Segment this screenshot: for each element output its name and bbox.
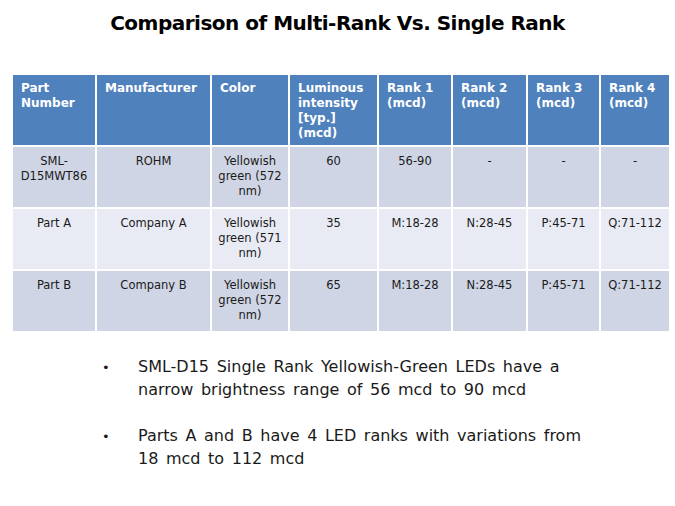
cell-rank-1: M:18-28 xyxy=(379,209,451,269)
comparison-table: Part Number Manufacturer Color Luminous … xyxy=(11,73,671,333)
cell-rank-2: - xyxy=(453,147,526,207)
table-row: SML-D15MWT86 ROHM Yellowish green (572 n… xyxy=(13,147,669,207)
cell-rank-4: - xyxy=(601,147,669,207)
cell-color: Yellowish green (572 nm) xyxy=(212,147,288,207)
column-header-color: Color xyxy=(212,75,288,145)
cell-luminous-intensity: 35 xyxy=(290,209,377,269)
column-header-rank-3: Rank 3 (mcd) xyxy=(528,75,599,145)
cell-manufacturer: ROHM xyxy=(97,147,210,207)
cell-part-number: Part A xyxy=(13,209,95,269)
column-header-rank-1: Rank 1 (mcd) xyxy=(379,75,451,145)
bullet-icon: • xyxy=(96,356,138,401)
bullet-item: • Parts A and B have 4 LED ranks with va… xyxy=(96,425,586,470)
cell-manufacturer: Company B xyxy=(97,271,210,331)
cell-rank-3: P:45-71 xyxy=(528,271,599,331)
column-header-part-number: Part Number xyxy=(13,75,95,145)
column-header-manufacturer: Manufacturer xyxy=(97,75,210,145)
bullet-text: SML-D15 Single Rank Yellowish-Green LEDs… xyxy=(138,356,586,401)
column-header-luminous-intensity: Luminous intensity [typ.] (mcd) xyxy=(290,75,377,145)
cell-color: Yellowish green (571 nm) xyxy=(212,209,288,269)
column-header-rank-4: Rank 4 (mcd) xyxy=(601,75,669,145)
cell-rank-3: - xyxy=(528,147,599,207)
slide: Comparison of Multi-Rank Vs. Single Rank… xyxy=(0,0,675,506)
bullet-text: Parts A and B have 4 LED ranks with vari… xyxy=(138,425,586,470)
cell-color: Yellowish green (572 nm) xyxy=(212,271,288,331)
table-row: Part B Company B Yellowish green (572 nm… xyxy=(13,271,669,331)
cell-manufacturer: Company A xyxy=(97,209,210,269)
cell-rank-1: 56-90 xyxy=(379,147,451,207)
cell-luminous-intensity: 65 xyxy=(290,271,377,331)
cell-rank-2: N:28-45 xyxy=(453,209,526,269)
slide-title: Comparison of Multi-Rank Vs. Single Rank xyxy=(0,0,675,35)
bullet-list: • SML-D15 Single Rank Yellowish-Green LE… xyxy=(96,356,586,495)
cell-part-number: SML-D15MWT86 xyxy=(13,147,95,207)
cell-rank-1: M:18-28 xyxy=(379,271,451,331)
cell-rank-2: N:28-45 xyxy=(453,271,526,331)
cell-part-number: Part B xyxy=(13,271,95,331)
column-header-rank-2: Rank 2 (mcd) xyxy=(453,75,526,145)
cell-rank-4: Q:71-112 xyxy=(601,271,669,331)
table-row: Part A Company A Yellowish green (571 nm… xyxy=(13,209,669,269)
cell-rank-3: P:45-71 xyxy=(528,209,599,269)
cell-luminous-intensity: 60 xyxy=(290,147,377,207)
bullet-item: • SML-D15 Single Rank Yellowish-Green LE… xyxy=(96,356,586,401)
cell-rank-4: Q:71-112 xyxy=(601,209,669,269)
table-header-row: Part Number Manufacturer Color Luminous … xyxy=(13,75,669,145)
bullet-icon: • xyxy=(96,425,138,470)
